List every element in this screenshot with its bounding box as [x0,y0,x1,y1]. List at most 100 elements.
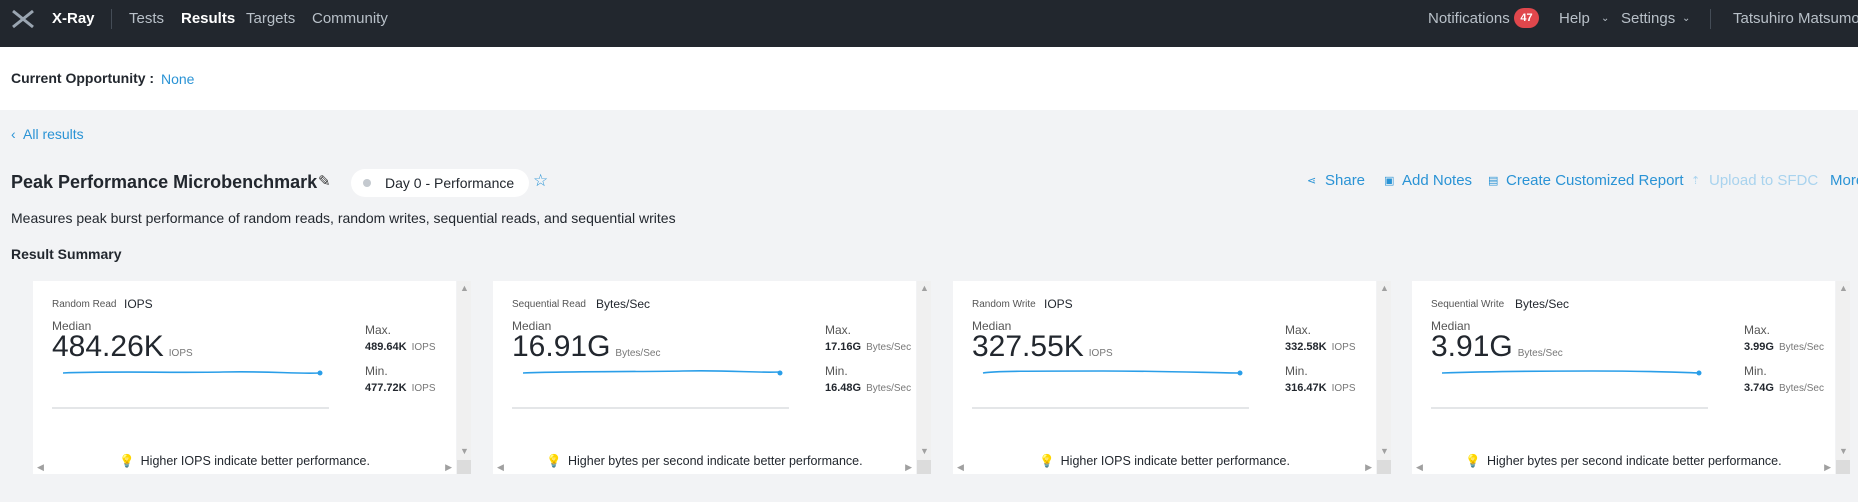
tag-dot [363,179,371,187]
min-unit: Bytes/Sec [1778,383,1824,394]
divider [1710,9,1711,29]
max-label: Max. [825,323,852,337]
settings-menu[interactable]: Settings [1621,10,1676,27]
scroll-up: ▲ [460,283,469,293]
median-unit: IOPS [168,348,193,359]
max-unit: IOPS [1331,342,1356,353]
median-row: 16.91G Bytes/Sec [512,330,660,364]
card-name: Sequential Write [1431,299,1505,310]
card-unit: IOPS [1044,297,1073,311]
result-card: Sequential Write Bytes/Sec Median 3.91G Byte… [1412,281,1835,474]
nav-link[interactable]: Targets [246,10,296,27]
max-label: Max. [1285,323,1312,337]
scrollbar: ▲ ▼ [457,281,471,474]
min-value: 16.48G [825,382,862,394]
action[interactable]: Create Customized Report [1506,172,1684,189]
result-card: Random Read IOPS Median 484.26K IOPS 489.64K I… [33,281,456,474]
sparkline [52,370,329,409]
median-label: Median [52,319,92,333]
nav-link[interactable]: Results [181,10,236,27]
max-value: 17.16G [825,341,862,353]
min-unit: Bytes/Sec [866,383,912,394]
scroll-right: ▶ [1824,462,1831,472]
scroll-down: ▼ [1380,446,1389,456]
scroll-corner [1836,460,1850,474]
description: Measures peak burst performance of rando… [11,210,676,226]
nav-link[interactable]: Community [312,10,388,27]
help-caret: ⌄ [1601,13,1610,24]
median-unit: Bytes/Sec [1517,348,1563,359]
scroll-corner [1377,460,1391,474]
min-value: 316.47K [1285,382,1327,394]
hint-icon: 💡 [1039,454,1055,468]
hint-text: Higher bytes per second indicate better … [1486,454,1782,468]
action[interactable]: Share [1325,172,1366,189]
action[interactable]: Add Notes [1402,172,1473,189]
scrollbar: ▲ ▼ [917,281,931,474]
median-row: 3.91G Bytes/Sec [1431,330,1563,364]
action-icon: ▤ [1488,175,1499,187]
user-menu[interactable]: Tatsuhiro Matsumoto [1733,10,1858,27]
notifications[interactable]: Notifications [1428,10,1510,27]
scroll-left: ◀ [497,462,504,472]
max-value: 3.99G [1744,341,1774,353]
help-menu[interactable]: Help [1559,10,1590,27]
card-unit: Bytes/Sec [1515,297,1570,311]
action[interactable]: Upload to SFDC [1709,172,1819,189]
median-value: 3.91G [1431,330,1513,363]
hint-text: Higher IOPS indicate better performance. [140,454,370,468]
trend-end [317,370,323,376]
action[interactable]: More [1830,172,1858,189]
median-unit: IOPS [1088,348,1113,359]
logo [12,9,34,29]
max-label: Max. [365,323,392,337]
sparkline [512,370,789,409]
scroll-left: ◀ [957,462,964,472]
tag[interactable]: Day 0 - Performance [351,169,530,197]
median-label: Median [972,319,1012,333]
max-value: 489.64K [365,341,407,353]
median-value: 484.26K [52,330,164,363]
settings-caret: ⌄ [1682,13,1691,24]
trend-end [1237,370,1243,376]
back-link[interactable]: All results [23,126,84,142]
sparkline [1431,370,1708,409]
max-row: 17.16G Bytes/Sec [825,337,911,355]
opportunity-value[interactable]: None [161,71,195,87]
min-row: 16.48G Bytes/Sec [825,378,911,396]
scroll-right: ▶ [905,462,912,472]
max-row: 332.58K IOPS [1285,337,1356,355]
notification-badge[interactable]: 47 [1514,8,1539,28]
back-arrow[interactable]: ‹ [11,126,16,142]
h-scrollbar: ◀ ▶ [953,460,1376,474]
scroll-corner [457,460,471,474]
favorite-icon[interactable]: ☆ [533,171,549,190]
median-unit: Bytes/Sec [615,348,661,359]
scroll-down: ▼ [460,446,469,456]
scroll-down: ▼ [920,446,929,456]
scrollbar: ▲ ▼ [1377,281,1391,474]
hint: 💡 Higher bytes per second indicate better… [1412,454,1835,469]
min-label: Min. [1285,364,1308,378]
hint-icon: 💡 [1465,454,1481,468]
hint-text: Higher IOPS indicate better performance. [1060,454,1290,468]
h-scrollbar: ◀ ▶ [33,460,456,474]
card-name: Random Write [972,299,1036,310]
opportunity-bar: Current Opportunity : None [0,47,1858,110]
hint: 💡 Higher IOPS indicate better performance… [953,454,1376,469]
page-title: Peak Performance Microbenchmark [11,172,318,192]
max-value: 332.58K [1285,341,1327,353]
median-row: 484.26K IOPS [52,330,193,364]
hint: 💡 Higher IOPS indicate better performance… [33,454,456,469]
divider [111,9,112,29]
trend-line [1441,370,1700,374]
max-label: Max. [1744,323,1771,337]
edit-icon[interactable]: ✎ [318,173,331,190]
scroll-left: ◀ [1416,462,1423,472]
nav-link[interactable]: Tests [129,10,165,27]
brand[interactable]: X-Ray [52,10,95,27]
hint-icon: 💡 [546,454,562,468]
section-title: Result Summary [11,246,122,262]
scroll-left: ◀ [37,462,44,472]
